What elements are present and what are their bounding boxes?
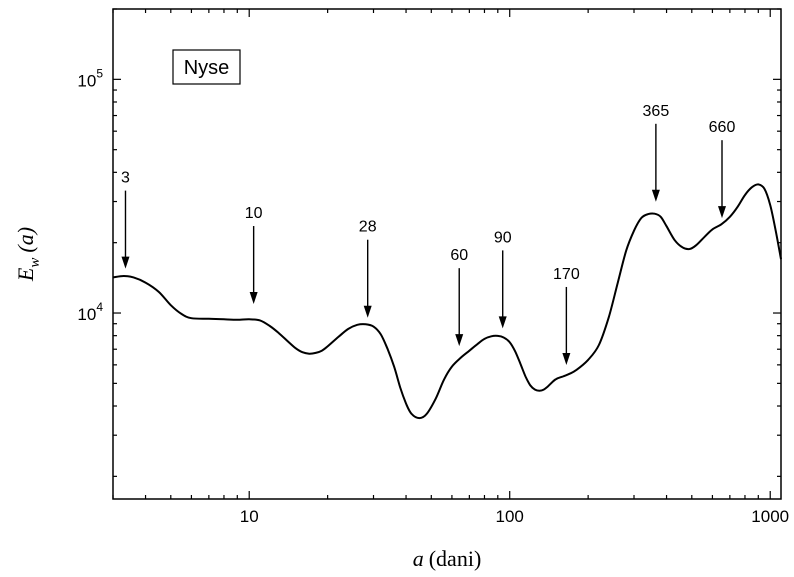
- y-axis-arg: (a): [13, 227, 38, 253]
- y-axis-subscript: w: [27, 258, 43, 268]
- annotation-arrow: 28: [359, 219, 377, 318]
- series-line: [112, 183, 782, 420]
- annotation-arrow: 60: [450, 247, 468, 347]
- annotation-arrow: 3: [121, 170, 130, 269]
- annotation-arrow: 90: [494, 229, 512, 329]
- annotation-arrowhead: [498, 316, 507, 329]
- annotation-label: 365: [643, 103, 670, 120]
- annotation-arrow: 660: [709, 119, 736, 219]
- y-axis-ticks: 104 105: [77, 8, 781, 477]
- annotation-arrowhead: [718, 206, 727, 219]
- x-axis-ticks: 10 100 1000: [112, 9, 789, 526]
- annotation-arrow: 365: [643, 103, 670, 202]
- y-tick-label: 104: [77, 300, 103, 324]
- annotation-arrow: 170: [553, 266, 580, 365]
- annotation-label: 660: [709, 119, 736, 136]
- legend-box: Nyse: [172, 49, 241, 85]
- series-group: [112, 183, 782, 420]
- x-tick-label: 10: [240, 507, 259, 526]
- x-axis-var: a: [413, 546, 424, 571]
- annotation-arrow: 10: [245, 205, 263, 305]
- y-axis-var: E: [13, 267, 38, 282]
- annotation-arrowhead: [249, 292, 258, 305]
- annotation-label: 170: [553, 266, 580, 283]
- annotation-label: 90: [494, 229, 512, 246]
- legend-label: Nyse: [184, 57, 230, 79]
- annotation-arrowhead: [562, 352, 571, 365]
- y-tick-label: 105: [77, 66, 103, 90]
- x-tick-label: 1000: [751, 507, 789, 526]
- annotation-arrowhead: [455, 334, 464, 347]
- annotation-arrowhead: [121, 256, 130, 269]
- x-tick-label: 100: [496, 507, 524, 526]
- annotation-label: 28: [359, 219, 377, 236]
- y-axis-title: Ew (a): [13, 227, 43, 282]
- annotation-label: 3: [121, 170, 130, 187]
- annotations-group: 3 10 28 60 90 170 365 660: [121, 103, 735, 365]
- x-axis-unit: (dani): [429, 546, 482, 571]
- x-axis-title: a (dani): [413, 546, 482, 571]
- annotation-arrowhead: [651, 189, 660, 202]
- legend-frame: [172, 49, 241, 85]
- annotation-label: 10: [245, 205, 263, 222]
- annotation-arrowhead: [363, 305, 372, 318]
- annotation-label: 60: [450, 247, 468, 264]
